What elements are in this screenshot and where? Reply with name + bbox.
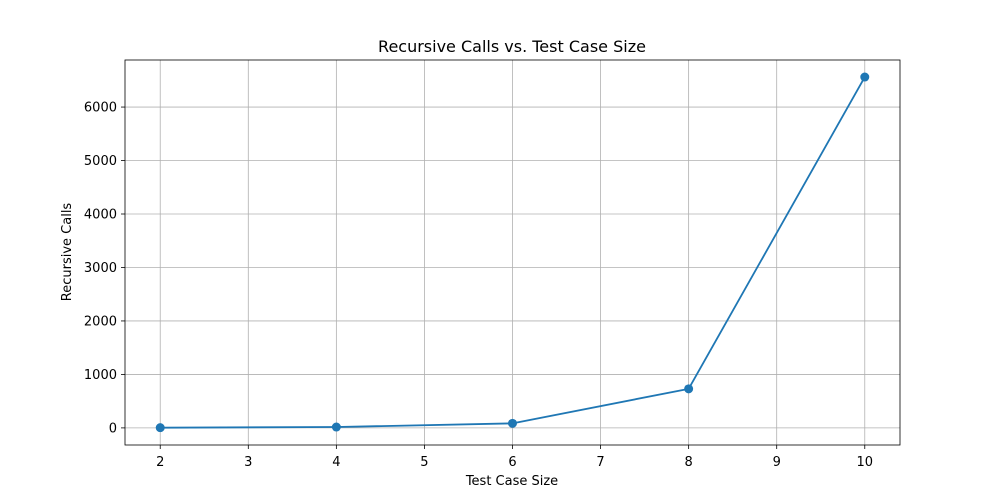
x-tick-label: 8 bbox=[684, 455, 692, 470]
y-tick-label: 5000 bbox=[84, 154, 117, 169]
x-tick-label: 6 bbox=[508, 455, 516, 470]
x-tick-label: 3 bbox=[244, 455, 252, 470]
data-point-marker bbox=[684, 384, 694, 394]
x-tick-label: 9 bbox=[773, 455, 781, 470]
data-point-marker bbox=[860, 72, 870, 82]
y-tick-label: 1000 bbox=[84, 368, 117, 383]
series-layer bbox=[155, 72, 870, 433]
data-point-marker bbox=[155, 423, 165, 433]
x-tick-label: 7 bbox=[596, 455, 604, 470]
data-point-marker bbox=[331, 422, 341, 432]
x-tick-label: 2 bbox=[156, 455, 164, 470]
x-tick-label: 10 bbox=[856, 455, 873, 470]
data-point-marker bbox=[508, 418, 517, 428]
y-tick-label: 0 bbox=[109, 421, 117, 436]
plot-frame bbox=[124, 59, 901, 446]
y-tick-label: 4000 bbox=[84, 208, 117, 223]
x-tick-label: 5 bbox=[420, 455, 428, 470]
x-tick-label: 4 bbox=[332, 455, 340, 470]
y-tick-label: 3000 bbox=[84, 261, 117, 276]
y-tick-label: 2000 bbox=[84, 314, 117, 329]
y-tick-label: 6000 bbox=[84, 101, 117, 116]
axis-ticks: 2 3 4 5 6 7 8 9 10 0 1000 2000 3000 4000 5000 6000 bbox=[84, 101, 873, 470]
chart-title: Recursive Calls vs. Test Case Size bbox=[378, 37, 646, 56]
y-axis-label: Recursive Calls bbox=[60, 203, 75, 302]
grid-lines bbox=[125, 60, 900, 445]
x-axis-label: Test Case Size bbox=[465, 474, 558, 489]
